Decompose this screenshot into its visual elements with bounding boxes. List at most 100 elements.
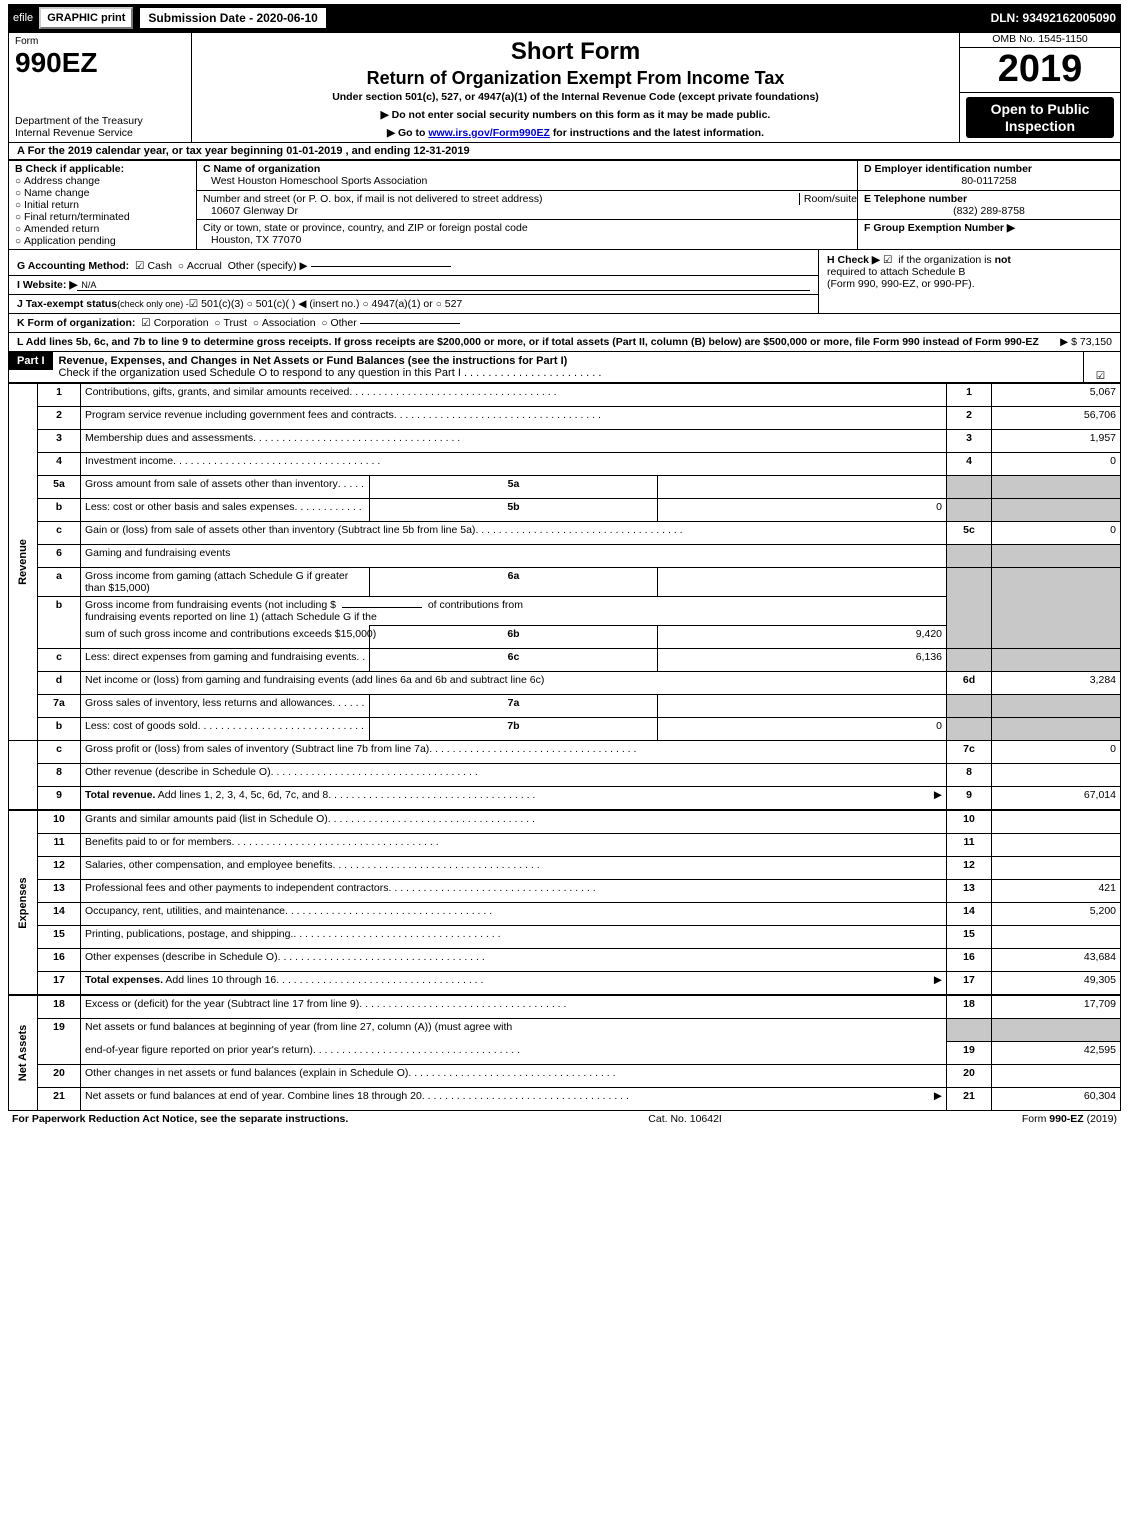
line-8-desc: Other revenue (describe in Schedule O)	[85, 766, 271, 778]
line-1-ln: 1	[947, 384, 992, 407]
accrual-check[interactable]	[178, 260, 187, 272]
name-change-check[interactable]: Name change	[15, 187, 190, 199]
accounting-method-label: G Accounting Method:	[17, 260, 129, 272]
irs-label: Internal Revenue Service	[15, 127, 185, 139]
501c-check[interactable]	[247, 298, 256, 310]
other-org-input[interactable]	[360, 323, 460, 324]
calendar-year-line: A For the 2019 calendar year, or tax yea…	[8, 143, 1121, 160]
part1-schedule-o-check[interactable]	[1083, 352, 1120, 382]
line-7c-value: 0	[992, 741, 1121, 764]
line-6c-sn: 6c	[369, 649, 658, 672]
section-k-row: K Form of organization: Corporation Trus…	[8, 314, 1121, 333]
h-pre: H Check ▶	[827, 254, 880, 266]
line-3-num: 3	[38, 430, 81, 453]
line-19-desc1: Net assets or fund balances at beginning…	[81, 1019, 947, 1042]
room-suite-label: Room/suite	[799, 193, 857, 205]
line-4-ln: 4	[947, 453, 992, 476]
website-value: N/A	[77, 280, 810, 291]
line-6b-num: b	[38, 597, 81, 649]
line-20-num: 20	[38, 1065, 81, 1088]
contributions-input[interactable]	[342, 607, 422, 608]
line-10-value	[992, 810, 1121, 834]
revenue-side-label: Revenue	[9, 384, 38, 741]
h-post: if the organization is	[898, 254, 994, 266]
final-return-check[interactable]: Final return/terminated	[15, 211, 190, 223]
line-18-desc: Excess or (deficit) for the year (Subtra…	[85, 998, 359, 1010]
application-pending-check[interactable]: Application pending	[15, 235, 190, 247]
efile-label: efile	[13, 12, 33, 24]
city-value: Houston, TX 77070	[203, 234, 851, 246]
code-line: Under section 501(c), 527, or 4947(a)(1)…	[198, 91, 953, 103]
line-11-ln: 11	[947, 834, 992, 857]
line-16-num: 16	[38, 949, 81, 972]
line-17-value: 49,305	[992, 972, 1121, 996]
other-specify-input[interactable]	[311, 266, 451, 267]
line-7a-num: 7a	[38, 695, 81, 718]
box-f-label: F Group Exemption Number ▶	[864, 222, 1114, 234]
line-6c-sv: 6,136	[658, 649, 947, 672]
box-d-label: D Employer identification number	[864, 163, 1114, 175]
line-5a-num: 5a	[38, 476, 81, 499]
omb-number: OMB No. 1545-1150	[960, 33, 1120, 48]
line-20-desc: Other changes in net assets or fund bala…	[85, 1067, 408, 1079]
line-l-text: L Add lines 5b, 6c, and 7b to line 9 to …	[17, 336, 1039, 348]
527-check[interactable]	[436, 298, 445, 310]
line-6-grey	[947, 545, 992, 568]
line-3-ln: 3	[947, 430, 992, 453]
assoc-check[interactable]	[253, 317, 262, 329]
line-6c-desc: Less: direct expenses from gaming and fu…	[85, 651, 356, 663]
line-3-desc: Membership dues and assessments	[85, 432, 253, 444]
line-5b-num: b	[38, 499, 81, 522]
line-2-num: 2	[38, 407, 81, 430]
address-change-check[interactable]: Address change	[15, 175, 190, 187]
line-17-desc: Total expenses.	[85, 974, 163, 986]
line-5b-sv: 0	[658, 499, 947, 522]
cash-check[interactable]	[135, 260, 147, 272]
line-6c-grey	[947, 649, 992, 672]
trust-check[interactable]	[214, 317, 223, 329]
line-12-desc: Salaries, other compensation, and employ…	[85, 859, 332, 871]
line-13-num: 13	[38, 880, 81, 903]
graphic-print-button[interactable]: GRAPHIC print	[39, 7, 133, 29]
goto-line: ▶ Go to www.irs.gov/Form990EZ for instru…	[198, 127, 953, 139]
line-7b-sv: 0	[658, 718, 947, 741]
line-15-value	[992, 926, 1121, 949]
irs-link[interactable]: www.irs.gov/Form990EZ	[428, 127, 550, 139]
line-6-desc: Gaming and fundraising events	[81, 545, 947, 568]
line-5c-value: 0	[992, 522, 1121, 545]
line-2-ln: 2	[947, 407, 992, 430]
h-check[interactable]	[883, 254, 895, 266]
line-20-ln: 20	[947, 1065, 992, 1088]
goto-post: for instructions and the latest informat…	[553, 127, 764, 139]
line-8-ln: 8	[947, 764, 992, 787]
line-14-value: 5,200	[992, 903, 1121, 926]
arrow-icon: ▶	[926, 789, 942, 801]
amended-return-check[interactable]: Amended return	[15, 223, 190, 235]
line-16-desc: Other expenses (describe in Schedule O)	[85, 951, 278, 963]
line-7b-desc: Less: cost of goods sold	[85, 720, 198, 732]
line-6b-desc2: fundraising events reported on line 1) (…	[85, 611, 377, 623]
line-7a-sv	[658, 695, 947, 718]
line-18-value: 17,709	[992, 995, 1121, 1019]
line-6a-sv	[658, 568, 947, 597]
part1-title: Revenue, Expenses, and Changes in Net As…	[59, 355, 568, 367]
form-number: 990EZ	[15, 47, 185, 79]
header-block: B Check if applicable: Address change Na…	[8, 160, 1121, 250]
line-1-num: 1	[38, 384, 81, 407]
4947-check[interactable]	[362, 298, 371, 310]
return-title: Return of Organization Exempt From Incom…	[198, 68, 953, 89]
line-17-desc2: Add lines 10 through 16	[163, 974, 276, 986]
open-to-public: Open to Public Inspection	[966, 97, 1114, 139]
box-e-label: E Telephone number	[864, 193, 1114, 205]
line-9-desc: Total revenue.	[85, 789, 155, 801]
501c3-check[interactable]	[189, 298, 201, 310]
line-6a-grey-v	[992, 568, 1121, 649]
line-9-value: 67,014	[992, 787, 1121, 811]
line-7c-ln: 7c	[947, 741, 992, 764]
top-bar: efile GRAPHIC print Submission Date - 20…	[8, 4, 1121, 32]
other-org-check[interactable]	[321, 317, 330, 329]
corp-check[interactable]	[141, 317, 153, 329]
initial-return-check[interactable]: Initial return	[15, 199, 190, 211]
dln-label: DLN: 93492162005090	[991, 11, 1116, 25]
line-4-desc: Investment income	[85, 455, 173, 467]
